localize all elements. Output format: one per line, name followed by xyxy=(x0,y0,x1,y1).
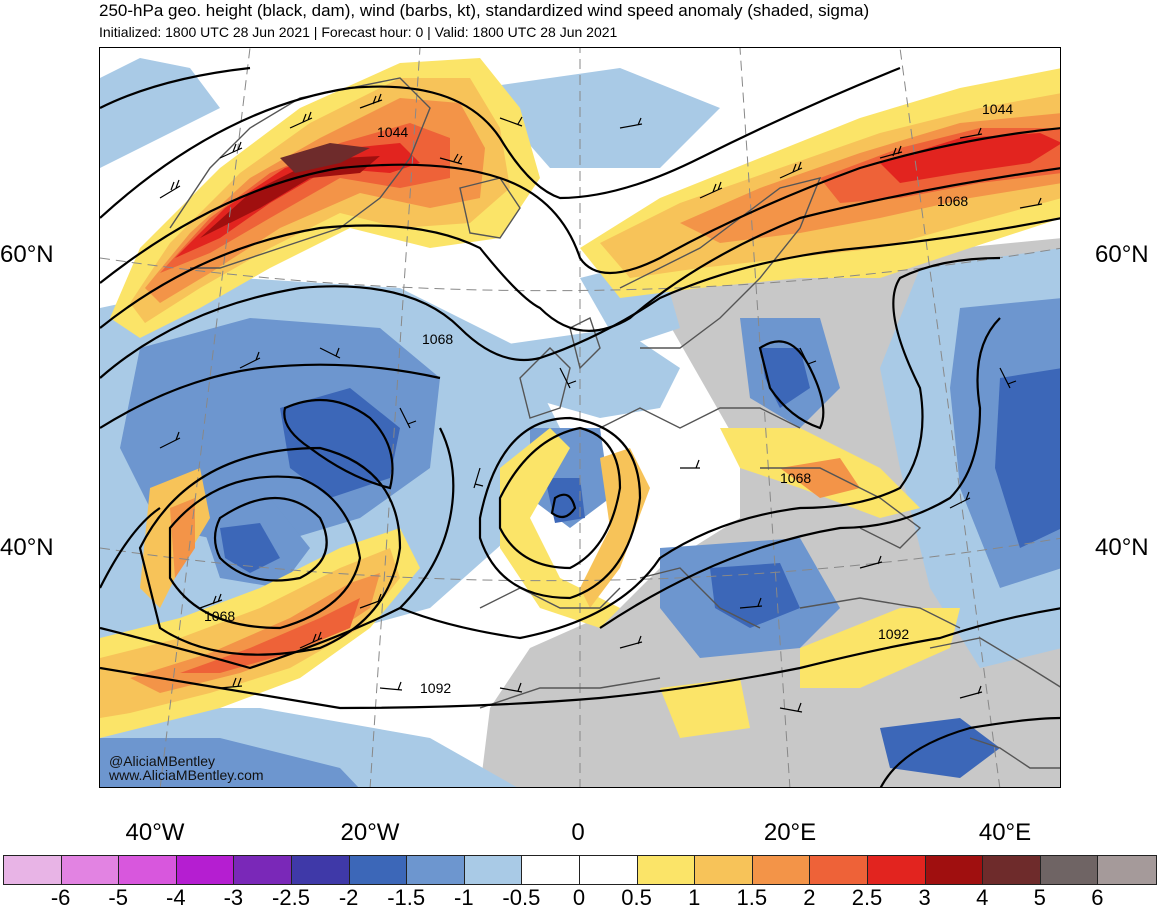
lon-label-20w: 20°W xyxy=(340,819,400,846)
colorbar-swatch xyxy=(752,856,811,884)
contour-label: 1044 xyxy=(377,124,408,140)
lon-label-0: 0 xyxy=(571,819,585,846)
colorbar-tick-label: -4 xyxy=(166,885,186,910)
colorbar xyxy=(3,855,1157,885)
lon-label-20e: 20°E xyxy=(763,819,817,846)
contour-label: 1068 xyxy=(780,470,811,486)
colorbar-tick-label: 2.5 xyxy=(851,885,883,910)
map-title: 250-hPa geo. height (black, dam), wind (… xyxy=(99,1,870,20)
colorbar-tick-label: 1.5 xyxy=(736,885,768,910)
colorbar-swatch xyxy=(983,856,1041,884)
coastlines xyxy=(169,77,1060,769)
colorbar-swatch xyxy=(291,856,350,884)
wind-barbs xyxy=(159,93,1043,713)
colorbar-swatch xyxy=(867,856,926,884)
colorbar-swatch xyxy=(176,856,235,884)
colorbar-swatch xyxy=(349,856,408,884)
colorbar-tick-label: -6 xyxy=(50,885,71,910)
colorbar-swatch xyxy=(1040,856,1099,884)
lat-label-left-60n: 60°N xyxy=(0,241,54,268)
colorbar-swatch xyxy=(925,856,984,884)
colorbar-tick-label: 2 xyxy=(803,885,816,910)
contour-label: 1092 xyxy=(420,680,451,696)
colorbar-tick-label: -1.5 xyxy=(387,885,426,910)
contour-label: 1092 xyxy=(878,626,909,642)
height-contours xyxy=(100,66,1060,787)
colorbar-tick-label: 0.5 xyxy=(621,885,652,910)
contour-label: 1068 xyxy=(204,608,235,624)
weather-map-svg: 1044 1044 1068 1068 1068 1068 1092 1092 xyxy=(100,48,1060,787)
contour-label: 1068 xyxy=(422,331,453,347)
colorbar-swatch xyxy=(695,856,753,884)
author-website: www.AliciaMBentley.com xyxy=(109,767,264,783)
colorbar-swatch xyxy=(61,856,120,884)
colorbar-swatch xyxy=(119,856,177,884)
colorbar-tick-label: 6 xyxy=(1091,885,1104,910)
colorbar-tick-label: -2.5 xyxy=(272,885,310,910)
colorbar-tick-label: 3 xyxy=(918,885,931,910)
map-subtitle: Initialized: 1800 UTC 28 Jun 2021 | Fore… xyxy=(99,24,618,40)
lon-label-40w: 40°W xyxy=(125,819,185,846)
colorbar-swatch xyxy=(4,856,62,884)
colorbar-tick-label: 5 xyxy=(1033,885,1046,910)
map-panel: 1044 1044 1068 1068 1068 1068 1092 1092 xyxy=(99,47,1061,788)
colorbar-swatch xyxy=(1098,856,1156,884)
lon-label-40e: 40°E xyxy=(978,819,1032,846)
colorbar-tick-label: 1 xyxy=(688,885,701,910)
contour-label: 1068 xyxy=(937,193,968,209)
colorbar-swatch xyxy=(464,856,523,884)
lat-label-left-40n: 40°N xyxy=(0,534,54,561)
author-handle: @AliciaMBentley xyxy=(109,753,216,769)
colorbar-swatch xyxy=(637,856,696,884)
colorbar-tick-label: 4 xyxy=(976,885,989,910)
lat-label-right-60n: 60°N xyxy=(1095,241,1149,268)
colorbar-tick-label: -5 xyxy=(108,885,128,910)
colorbar-tick-label: -1 xyxy=(454,885,474,910)
colorbar-swatch xyxy=(407,856,465,884)
colorbar-tick-label: 0 xyxy=(572,885,586,910)
colorbar-swatch xyxy=(579,856,638,884)
colorbar-swatch xyxy=(234,856,292,884)
contour-labels: 1044 1044 1068 1068 1068 1068 1092 1092 xyxy=(204,101,1013,696)
colorbar-tick-label: -0.5 xyxy=(502,885,541,910)
lat-label-right-40n: 40°N xyxy=(1095,534,1149,561)
colorbar-swatch xyxy=(810,856,868,884)
colorbar-swatch xyxy=(522,856,580,884)
colorbar-tick-label: -2 xyxy=(338,885,359,910)
colorbar-tick-label: -3 xyxy=(223,885,244,910)
contour-label: 1044 xyxy=(982,101,1013,117)
